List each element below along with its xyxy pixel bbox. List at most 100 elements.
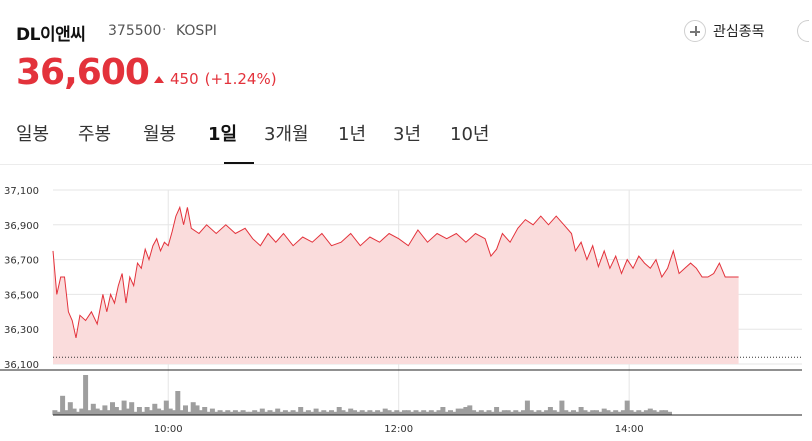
volume-bar <box>609 411 615 415</box>
volume-bar <box>75 411 81 415</box>
volume-bar <box>405 410 411 415</box>
volume-bar <box>313 408 319 415</box>
volume-bar <box>509 411 515 415</box>
volume-bar <box>594 410 599 415</box>
stock-header: DL이앤씨 375500 · KOSPI 관심종목 <box>16 18 806 45</box>
plus-icon <box>684 20 706 42</box>
volume-bar <box>152 403 158 415</box>
volume-bar <box>325 411 331 415</box>
volume-bar <box>417 411 423 415</box>
volume-bar <box>298 407 304 415</box>
volume-bar <box>486 410 492 415</box>
volume-bar <box>167 408 173 415</box>
tab-10year[interactable]: 10년 <box>450 124 490 145</box>
volume-bar <box>183 405 188 415</box>
volume-bar <box>275 408 281 415</box>
volume-bar <box>355 411 361 415</box>
volume-bar <box>482 411 488 415</box>
volume-bar <box>440 407 446 415</box>
volume-bar <box>87 410 92 415</box>
tab-weekly[interactable]: 주봉 <box>78 124 112 145</box>
y-tick-label: 36,500 <box>4 290 39 301</box>
add-watchlist-button[interactable]: 관심종목 <box>684 18 765 44</box>
y-tick-label: 36,700 <box>4 256 39 267</box>
volume-bar <box>329 410 334 415</box>
volume-bar <box>60 395 66 415</box>
volume-bar <box>190 402 196 415</box>
tab-monthly[interactable]: 월봉 <box>143 124 177 145</box>
volume-bar <box>528 410 534 415</box>
volume-bar <box>409 411 415 415</box>
stock-name: DL이앤씨 <box>16 25 86 45</box>
volume-bar <box>432 411 438 415</box>
tab-daily[interactable]: 일봉 <box>16 124 50 145</box>
volume-bar <box>640 411 646 415</box>
x-tick-label: 10:00 <box>154 424 183 435</box>
current-price: 36,600 <box>16 52 150 93</box>
volume-bar <box>186 411 192 415</box>
volume-bar <box>578 407 584 415</box>
x-tick-label: 14:00 <box>615 424 644 435</box>
volume-bar <box>613 410 619 415</box>
volume-bar <box>198 410 204 415</box>
volume-bar <box>655 411 661 415</box>
volume-bar <box>209 408 215 415</box>
volume-bar <box>371 411 377 415</box>
volume-bar <box>336 407 342 415</box>
volume-bar <box>590 410 596 415</box>
tab-1day[interactable]: 1일 <box>208 124 238 145</box>
volume-bar <box>463 407 469 415</box>
volume-bar <box>175 391 181 415</box>
volume-bar <box>305 410 311 415</box>
volume-bar <box>636 410 642 415</box>
market-name: KOSPI <box>176 23 217 39</box>
volume-bar <box>382 408 388 415</box>
volume-bar <box>444 411 450 415</box>
volume-bar <box>605 410 611 415</box>
volume-bar <box>271 411 277 415</box>
volume-bar <box>532 411 538 415</box>
volume-bar <box>83 375 89 415</box>
volume-bar <box>79 408 85 415</box>
volume-bar <box>632 411 638 415</box>
volume-bar <box>144 407 150 415</box>
volume-bar <box>221 411 227 415</box>
tab-3year[interactable]: 3년 <box>393 124 422 145</box>
volume-bar <box>448 410 453 415</box>
volume-bar <box>551 410 557 415</box>
tab-1year[interactable]: 1년 <box>338 124 367 145</box>
volume-bar <box>643 410 649 415</box>
volume-bar <box>398 411 404 415</box>
volume-bar <box>294 411 300 415</box>
volume-bar <box>160 410 165 415</box>
volume-bar <box>467 405 473 415</box>
volume-bar <box>206 411 212 415</box>
volume-bar <box>505 410 511 415</box>
volume-bar <box>225 410 231 415</box>
volume-bar <box>267 410 273 415</box>
volume-bar <box>125 408 131 415</box>
volume-bar <box>455 408 461 415</box>
volume-bars <box>52 375 672 415</box>
volume-bar <box>309 411 315 415</box>
volume-bar <box>217 410 223 415</box>
volume-bar <box>601 408 607 415</box>
volume-bar <box>555 411 561 415</box>
separator-dot: · <box>162 22 167 38</box>
volume-bar <box>490 411 496 415</box>
volume-bar <box>140 411 146 415</box>
change-percent: (+1.24%) <box>204 70 277 88</box>
tab-3month[interactable]: 3개월 <box>264 124 309 145</box>
volume-bar <box>113 407 119 415</box>
volume-bar <box>667 411 672 415</box>
volume-bar <box>617 411 623 415</box>
volume-bar <box>232 410 238 415</box>
y-tick-label: 36,100 <box>4 360 39 371</box>
volume-bar <box>567 411 573 415</box>
volume-bar <box>133 411 139 415</box>
volume-bar <box>547 407 553 415</box>
volume-bar <box>647 408 653 415</box>
volume-bar <box>290 410 296 415</box>
volume-bar <box>390 411 396 415</box>
volume-bar <box>620 410 626 415</box>
